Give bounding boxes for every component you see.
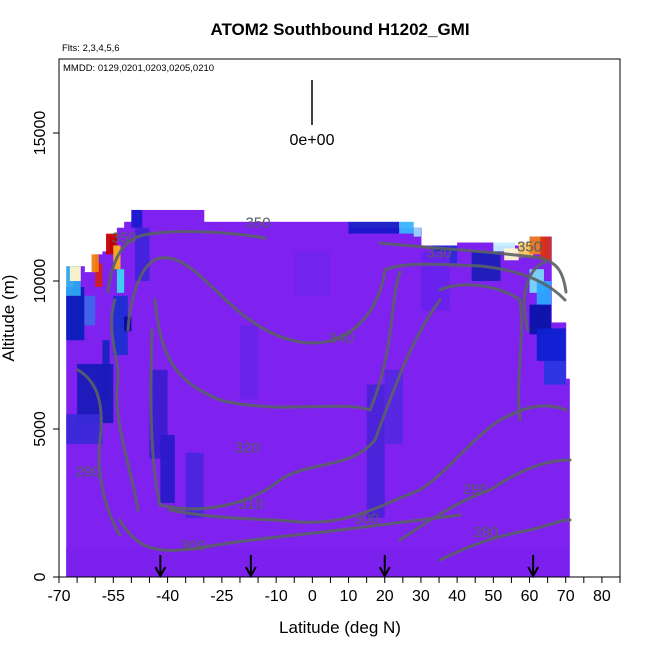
x-tick-label: -10 (265, 588, 288, 605)
field-column (457, 242, 494, 577)
field-patch (399, 221, 414, 234)
flight-arrow-head (154, 566, 167, 579)
contour-310 (149, 298, 442, 511)
contour-300-north-arc (522, 260, 547, 332)
contour-lines (76, 230, 572, 562)
x-tick-label: 80 (593, 588, 611, 605)
contour-label: 340 (329, 330, 354, 347)
field-patch (493, 242, 516, 252)
x-tick-label: 40 (448, 588, 466, 605)
field-patch (413, 227, 421, 237)
field-column (565, 378, 570, 577)
y-tick-label: 10000 (32, 259, 49, 304)
x-tick-label: 50 (484, 588, 502, 605)
field-patch (116, 269, 125, 293)
contour-label: 330 (427, 244, 452, 261)
x-tick-label: 20 (376, 588, 394, 605)
contour-280 (438, 518, 572, 562)
contour-300-low (118, 513, 462, 552)
field-patch (529, 304, 552, 335)
field-column (116, 227, 125, 577)
field-patch (66, 286, 85, 341)
x-tick-label: 10 (340, 588, 358, 605)
field-patch (95, 263, 103, 287)
field-patch (294, 251, 331, 296)
field-patch (384, 369, 403, 444)
plot-frame (58, 58, 621, 578)
field-patch (113, 295, 128, 355)
contour-label: 310 (238, 496, 263, 513)
field-patch (106, 233, 117, 255)
field-column (109, 236, 118, 577)
x-tick-label: 30 (412, 588, 430, 605)
field-column (124, 221, 132, 577)
contour-label: 290 (75, 463, 100, 480)
field-patch (366, 384, 385, 518)
field-patch (540, 236, 552, 261)
contour-labels: 350 350 330 350 340 320 310 300 300 290 290 280 (75, 215, 542, 555)
contour-label: 300 (354, 511, 379, 528)
contour-290-north (398, 458, 572, 542)
field-column (131, 209, 143, 577)
y-tick-label: 5000 (32, 411, 49, 447)
field-patch (536, 328, 566, 361)
contour-label: 350 (112, 230, 137, 247)
flights-label: Flts: 2,3,4,5,6 (62, 43, 120, 54)
flight-arrow-head (244, 566, 257, 579)
contour-label: 350 (246, 215, 271, 232)
x-tick-label: -70 (47, 588, 70, 605)
contour-label: 280 (474, 524, 499, 541)
field-patch (131, 209, 143, 228)
x-axis: -70 -55 -40 -25 -10 0 10 20 30 40 50 60 70 80 (47, 577, 621, 605)
x-axis-label: Latitude (deg N) (279, 618, 401, 637)
field-column (551, 322, 567, 577)
y-axis: 0 5000 10000 15000 (32, 111, 59, 581)
y-axis-label: Altitude (m) (0, 275, 18, 362)
dates-label: MMDD: 0129,0201,0203,0205,0210 (63, 63, 214, 74)
field-patch (420, 251, 450, 311)
contour-320-north (438, 283, 523, 422)
contour-350-south (106, 230, 267, 294)
contour-320 (153, 270, 402, 412)
x-tick-label: 60 (521, 588, 539, 605)
x-tick-label: 70 (557, 588, 575, 605)
contour-330-left (110, 298, 140, 512)
field-patch (66, 414, 103, 444)
field-patch (543, 360, 566, 385)
contour-label: 350 (517, 238, 542, 255)
contour-label: 320 (235, 440, 260, 457)
flight-arrow-head (378, 566, 391, 579)
field-patch (84, 295, 96, 326)
x-tick-label: -25 (210, 588, 233, 605)
contour-label: 300 (180, 537, 205, 554)
field-base (66, 547, 570, 577)
contour-300-center (168, 404, 568, 524)
field-patch (348, 221, 400, 234)
contour-label: 290 (463, 481, 488, 498)
y-tick-label: 15000 (32, 111, 49, 156)
field-patch (239, 325, 259, 400)
field-patch (69, 266, 81, 281)
flight-arrows (154, 555, 540, 579)
x-tick-label: -40 (156, 588, 179, 605)
contour-350-north (378, 241, 568, 294)
color-scale-label: 0e+00 (290, 132, 335, 149)
flight-arrow-head (527, 566, 540, 579)
field-patch (529, 236, 544, 255)
chart-title: ATOM2 Southbound H1202_GMI (210, 20, 469, 39)
field-patch (91, 254, 99, 273)
contour-290-south (76, 368, 122, 537)
x-tick-label: -55 (102, 588, 125, 605)
field-patch (185, 452, 204, 518)
x-tick-label: 0 (308, 588, 317, 605)
contour-340 (126, 256, 387, 345)
field-patch (160, 434, 175, 503)
contour-330 (383, 262, 567, 302)
y-tick-label: 0 (32, 572, 49, 581)
